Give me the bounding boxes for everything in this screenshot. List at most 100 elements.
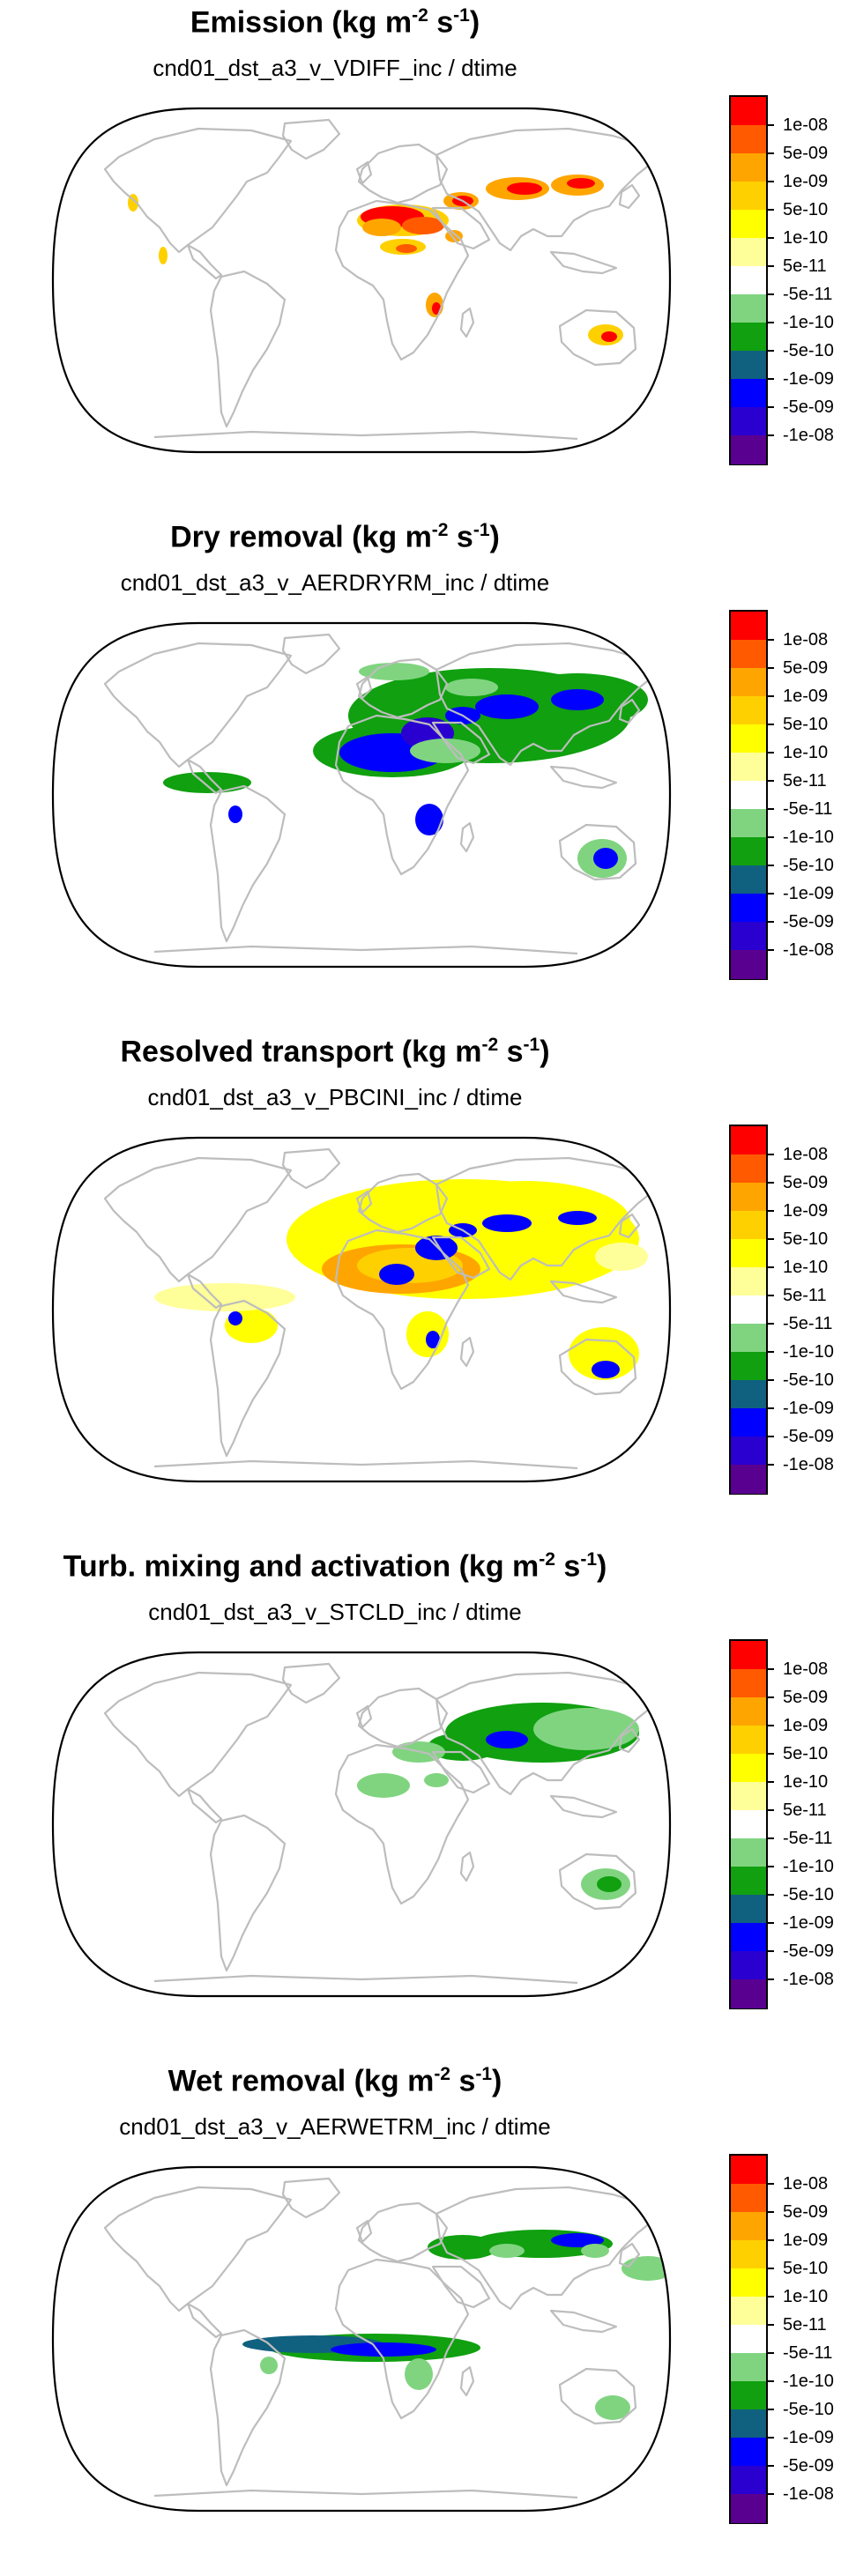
coastline [459,1336,475,1368]
colorbar-tick [766,2268,774,2269]
colorbar-swatch [731,1895,766,1924]
colorbar-label: -5e-11 [783,1314,833,1333]
colorbar-swatch [731,2184,766,2213]
colorbar-swatch [731,2240,766,2269]
colorbar-label: -5e-09 [783,397,834,417]
unit-close-text: ) [540,1035,550,1069]
coastline [186,758,223,795]
colorbar-tick [766,2324,774,2326]
robinson-map [51,1651,672,1998]
colorbar-tick [766,1696,774,1698]
dust-field-layer [163,663,648,878]
colorbar-tick [766,293,774,295]
colorbar-tick [766,2296,774,2298]
coastline [431,2265,491,2309]
coastline [355,160,373,185]
field-patch [558,1211,597,1225]
colorbar-swatch [731,2409,766,2439]
colorbar-label: -5e-10 [783,341,834,360]
colorbar-tick [766,1950,774,1952]
colorbar-swatch [731,182,766,211]
coastline [435,1156,657,1281]
field-patch [405,2358,433,2390]
coastline [618,183,641,210]
colorbar-swatch [731,1838,766,1867]
panel-title: Turb. mixing and activation (kg m-2 s-1) [0,1549,670,1584]
colorbar-tick [766,1407,774,1409]
colorbar-label: 1e-10 [783,1258,829,1277]
colorbar-tick [766,209,774,211]
colorbar-label: -5e-09 [783,1941,834,1961]
unit-exponent-s: -1 [475,2064,493,2084]
field-patch [482,1214,532,1232]
colorbar-label: -5e-11 [783,1829,833,1848]
coastline [459,307,475,338]
colorbar-tick [766,1238,774,1240]
coastline [209,1814,287,1972]
colorbar-label: 1e-08 [783,1659,829,1679]
colorbar-swatch [731,1669,766,1698]
panel-title-text: Dry removal (kg m [170,520,432,554]
coastline [334,199,470,361]
colorbar-label: 5e-09 [783,1173,829,1192]
field-patch [159,247,167,264]
colorbar-swatch [731,407,766,436]
colorbar-label: 5e-11 [783,256,827,276]
unit-exponent-s: -1 [580,1549,598,1570]
colorbar-tick [766,1379,774,1381]
colorbar-swatch [731,1154,766,1184]
coastline [431,1750,491,1794]
colorbar-tick [766,893,774,895]
field-patch [595,2395,630,2420]
field-patch [432,302,441,315]
unit-exponent-m: -2 [412,5,428,26]
colorbar-tick [766,2239,774,2241]
panel-title: Resolved transport (kg m-2 s-1) [0,1035,670,1069]
coastlines [103,1147,657,1470]
coastlines [103,2177,657,2499]
map-frame [51,1136,672,1483]
coastline [357,1687,449,1748]
field-patch [475,694,539,719]
map-frame [51,621,672,969]
coastline [435,127,657,252]
colorbar-label: -1e-08 [783,940,834,960]
colorbar-tick [766,2465,774,2467]
colorbar-swatch [731,2156,766,2185]
colorbar-swatch [731,1126,766,1155]
colorbar-tick [766,2352,774,2354]
colorbar-tick [766,808,774,810]
field-patch [551,2233,604,2247]
colorbar-tick [766,724,774,725]
colorbar-label: -1e-09 [783,369,834,389]
map-frame [51,107,672,454]
field-patch [507,182,542,195]
unit-s-text: s [555,1549,581,1584]
colorbar-label: -5e-09 [783,912,834,932]
coastline [558,823,637,881]
colorbar-label: -1e-10 [783,1342,834,1362]
colorbar-swatch [731,435,766,464]
colorbar-swatch [731,266,766,295]
colorbar-label: 1e-10 [783,2287,829,2306]
coastline [209,270,287,428]
colorbar-label: -1e-08 [783,1970,834,1989]
coastline [103,2186,293,2312]
colorbar-swatch [731,753,766,782]
dust-field-layer [357,1703,639,1900]
coastline [435,642,657,767]
colorbar-swatch [731,1408,766,1437]
colorbar [729,1125,774,1495]
colorbar [729,95,774,465]
colorbar [729,2154,774,2524]
field-patch [428,1733,498,1761]
colorbar-label: 5e-11 [783,771,827,791]
colorbar-swatch [731,210,766,239]
colorbar-label: -5e-10 [783,2400,834,2419]
coastline [431,721,491,765]
field-patch [428,2235,498,2260]
colorbar-swatch [731,2381,766,2410]
colorbar-swatch [731,351,766,380]
colorbar-swatch [731,1867,766,1896]
colorbar-label: -1e-10 [783,828,834,847]
